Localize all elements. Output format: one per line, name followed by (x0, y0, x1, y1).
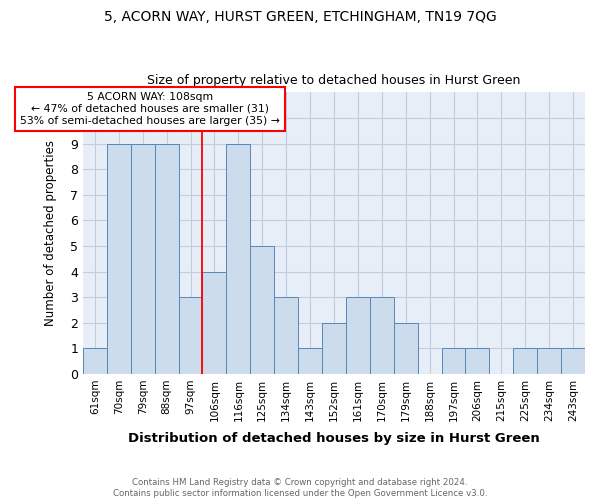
Bar (370, 297, 394, 374)
Bar (179, 297, 202, 374)
Text: 5 ACORN WAY: 108sqm
← 47% of detached houses are smaller (31)
53% of semi-detach: 5 ACORN WAY: 108sqm ← 47% of detached ho… (20, 92, 280, 126)
Bar (131, 144, 155, 374)
Bar (107, 144, 131, 374)
Bar (202, 272, 226, 374)
Bar (83, 348, 107, 374)
Bar (298, 348, 322, 374)
Bar (561, 348, 585, 374)
X-axis label: Distribution of detached houses by size in Hurst Green: Distribution of detached houses by size … (128, 432, 540, 445)
Bar (537, 348, 561, 374)
Bar (250, 246, 274, 374)
Y-axis label: Number of detached properties: Number of detached properties (44, 140, 56, 326)
Bar (466, 348, 490, 374)
Text: Contains HM Land Registry data © Crown copyright and database right 2024.
Contai: Contains HM Land Registry data © Crown c… (113, 478, 487, 498)
Bar (394, 322, 418, 374)
Bar (513, 348, 537, 374)
Bar (274, 297, 298, 374)
Bar (155, 144, 179, 374)
Title: Size of property relative to detached houses in Hurst Green: Size of property relative to detached ho… (147, 74, 521, 87)
Bar (322, 322, 346, 374)
Bar (442, 348, 466, 374)
Bar (226, 144, 250, 374)
Text: 5, ACORN WAY, HURST GREEN, ETCHINGHAM, TN19 7QG: 5, ACORN WAY, HURST GREEN, ETCHINGHAM, T… (104, 10, 496, 24)
Bar (346, 297, 370, 374)
